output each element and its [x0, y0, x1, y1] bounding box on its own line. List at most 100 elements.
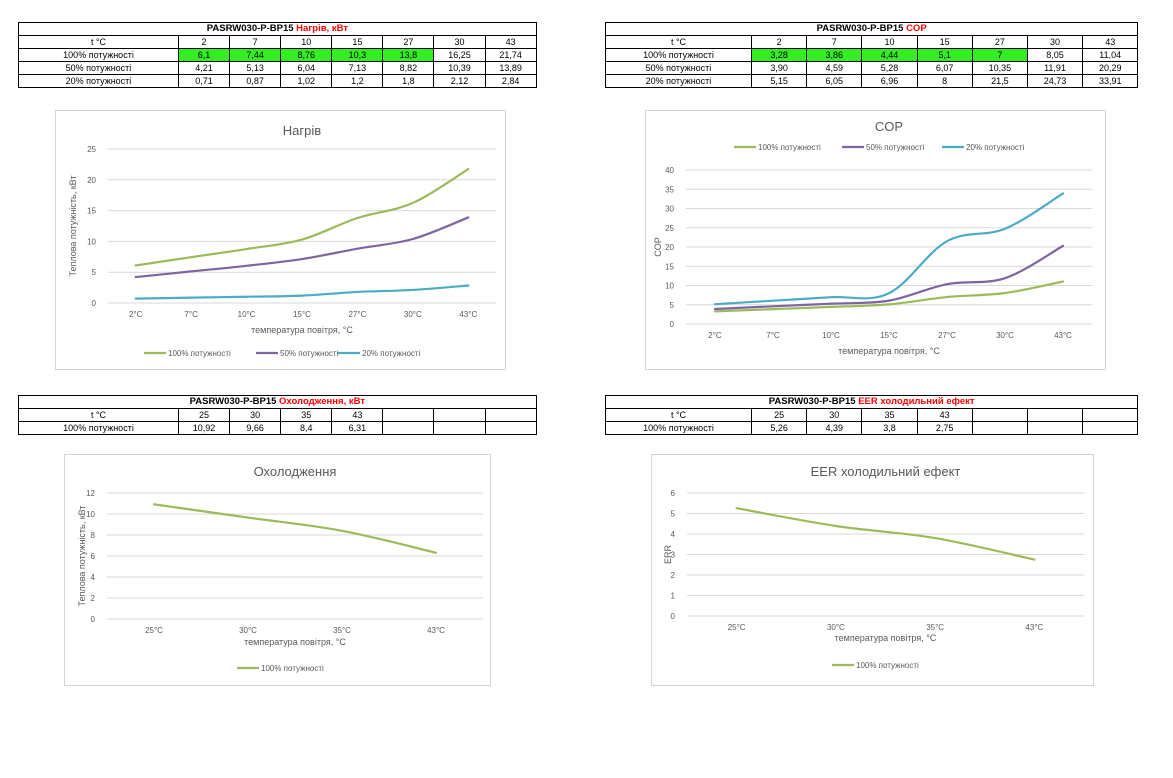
cooling-chart-panel: Охолодження 0 2 4 6 8 10 12 25°C 30°C 35°C 43°C темп…	[64, 454, 491, 686]
table-cell: 8,82	[382, 61, 435, 75]
table-cell: 6,31	[331, 421, 384, 435]
legend-label: 100% потужності	[168, 349, 231, 358]
header-label: t °C	[605, 408, 752, 422]
table-cell: 4,21	[177, 61, 231, 75]
header-cell	[1082, 408, 1139, 422]
table-cell: 3,86	[806, 48, 863, 62]
header-cell	[1026, 408, 1084, 422]
header-cell: 2	[177, 35, 231, 49]
row-label: 50% потужності	[18, 61, 179, 75]
header-cell: 10	[280, 35, 333, 49]
table-cell: 7,13	[331, 61, 384, 75]
table-cell: 0,71	[177, 74, 231, 88]
y-tick-label: 5	[670, 301, 675, 310]
table-cell: 4,59	[806, 61, 863, 75]
x-tick-label: 15°C	[293, 310, 311, 319]
header-cell: 30	[229, 408, 282, 422]
header-cell: 30	[1026, 35, 1084, 49]
table-row: 50% потужності 4,21 5,13 6,04 7,13 8,82 10,39 1…	[18, 61, 537, 75]
header-cell: 30	[433, 35, 486, 49]
x-tick-label: 25°C	[728, 623, 746, 632]
table-cell: 21,74	[484, 48, 537, 62]
series-line	[735, 507, 1036, 561]
legend-label: 100% потужності	[856, 661, 919, 670]
row-label: 20% потужності	[18, 74, 179, 88]
table-cell: 8,05	[1026, 48, 1084, 62]
table-cell	[1026, 421, 1084, 435]
table-cell	[382, 421, 435, 435]
header-label: t °C	[18, 408, 179, 422]
row-label: 50% потужності	[605, 61, 752, 75]
table-title: PASRW030-P-BP15 Нагрів, кВт	[18, 22, 537, 36]
table-title: PASRW030-P-BP15 Охолодження, кВт	[18, 395, 537, 409]
table-header-row: t °C 25 30 35 43	[18, 408, 537, 422]
series-line	[134, 284, 470, 300]
header-cell	[433, 408, 486, 422]
x-tick-label: 43°C	[1025, 623, 1043, 632]
y-tick-label: 15	[665, 262, 674, 271]
x-tick-label: 2°C	[129, 310, 143, 319]
y-tick-label: 35	[665, 185, 674, 194]
x-tick-label: 10°C	[822, 331, 840, 340]
y-tick-label: 6	[91, 552, 96, 561]
table-cell: 20,29	[1082, 61, 1139, 75]
table-cell: 8,4	[280, 421, 333, 435]
y-tick-label: 20	[665, 243, 674, 252]
y-tick-label: 5	[92, 268, 97, 277]
x-axis-title: температура повітря, °C	[835, 633, 937, 643]
x-tick-label: 43°C	[459, 310, 477, 319]
y-tick-label: 40	[665, 166, 674, 175]
table-title-model: PASRW030-P-BP15	[816, 23, 904, 35]
table-row: 100% потужності 6,1 7,44 8,76 10,3 13,8 16,25 2…	[18, 48, 537, 62]
legend-label: 20% потужності	[362, 349, 421, 358]
table-cell: 10,3	[331, 48, 384, 62]
row-label: 100% потужності	[18, 421, 179, 435]
y-tick-label: 3	[671, 551, 676, 560]
x-axis-title: температура повітря, °C	[251, 325, 353, 335]
y-tick-label: 4	[91, 573, 96, 582]
header-cell: 35	[280, 408, 333, 422]
header-cell: 25	[177, 408, 231, 422]
header-cell: 10	[861, 35, 918, 49]
table-cell: 10,35	[971, 61, 1028, 75]
table-cell: 1,2	[331, 74, 384, 88]
header-cell: 43	[916, 408, 973, 422]
eer-chart-panel: EER холодильний ефект 0 1 2 3 4 5 6 25°C 30°C 35°C…	[651, 454, 1094, 686]
y-tick-label: 2	[671, 571, 676, 580]
table-cell: 10,39	[433, 61, 486, 75]
y-axis-title: COP	[653, 237, 663, 257]
y-tick-label: 25	[665, 224, 674, 233]
table-cell: 5,1	[916, 48, 973, 62]
header-cell: 15	[331, 35, 384, 49]
header-cell	[382, 408, 435, 422]
table-cell	[484, 421, 537, 435]
heating-chart: Нагрів 0 5 10 15 20 25 2°C 7°C 10°C 15°C 27°C 30°C 43…	[68, 123, 496, 358]
legend-label: 50% потужності	[280, 349, 339, 358]
header-cell: 35	[861, 408, 918, 422]
eer-table: PASRW030-P-BP15 EER холодильний ефект t °…	[604, 395, 1139, 435]
x-tick-label: 35°C	[333, 626, 351, 635]
table-row: 100% потужності 3,28 3,86 4,44 5,1 7 8,05 11,04	[605, 48, 1139, 62]
header-cell: 30	[806, 408, 863, 422]
x-tick-label: 30°C	[827, 623, 845, 632]
table-title: PASRW030-P-BP15 COP	[604, 22, 1139, 36]
table-title-param: COP	[906, 23, 927, 35]
x-tick-label: 27°C	[348, 310, 366, 319]
table-cell: 13,8	[382, 48, 435, 62]
cop-chart: COP 0 5 10 15 20 25 30 35 40 2°C 7°C 10°C 15°C 27°C 30°…	[653, 119, 1092, 356]
y-tick-label: 10	[87, 237, 96, 246]
header-cell: 43	[331, 408, 384, 422]
table-cell	[433, 421, 486, 435]
table-title-param: Нагрів, кВт	[296, 23, 348, 35]
legend-label: 100% потужності	[758, 143, 821, 152]
x-tick-label: 43°C	[1054, 331, 1072, 340]
table-row: 50% потужності 3,90 4,59 5,28 6,07 10,35 11,91…	[605, 61, 1139, 75]
y-tick-label: 20	[87, 176, 96, 185]
table-cell: 3,90	[750, 61, 808, 75]
header-cell: 27	[971, 35, 1028, 49]
x-axis-title: температура повітря, °C	[838, 346, 940, 356]
table-header-row: t °C 25 30 35 43	[605, 408, 1139, 422]
table-cell: 8	[916, 74, 973, 88]
y-tick-label: 0	[91, 615, 96, 624]
y-tick-label: 4	[671, 530, 676, 539]
